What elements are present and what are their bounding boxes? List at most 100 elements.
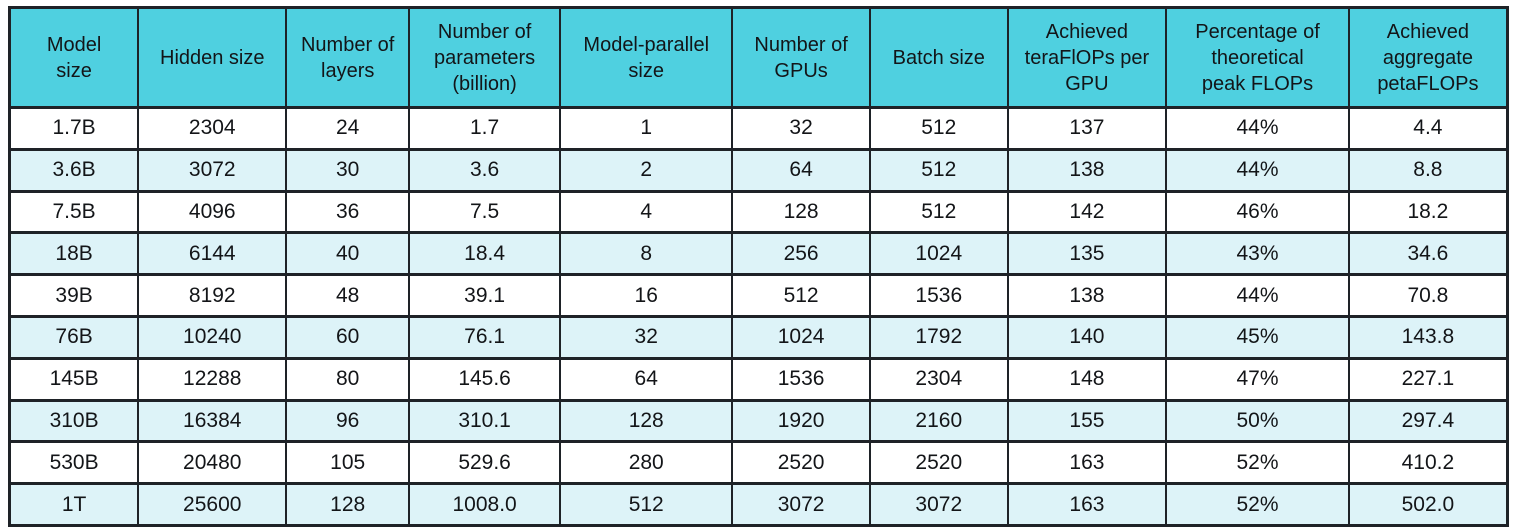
cell-batch-size: 2520 — [868, 440, 1009, 486]
column-header-model-parallel-size: Model-parallel size — [559, 6, 734, 109]
header-row: Model size Hidden size Number of layers Num… — [8, 6, 1509, 109]
cell-model-size: 1T — [8, 482, 140, 527]
cell-achieved-aggregate-petaflops: 34.6 — [1347, 231, 1509, 277]
cell-model-size: 145B — [8, 356, 140, 402]
cell-achieved-teraflops-per-gpu: 163 — [1006, 440, 1168, 486]
cell-achieved-teraflops-per-gpu: 163 — [1006, 482, 1168, 527]
column-header-pct-theoretical-peak-flops: Percentage of theoretical peak FLOPs — [1165, 6, 1350, 109]
table-row: 18B 6144 40 18.4 8 256 1024 135 43% 34.6 — [8, 231, 1509, 277]
table-header: Model size Hidden size Number of layers Num… — [8, 6, 1509, 109]
cell-num-gpus: 128 — [731, 189, 871, 235]
cell-pct-theoretical-peak-flops: 44% — [1165, 147, 1350, 193]
cell-num-gpus: 2520 — [731, 440, 871, 486]
cell-num-gpus: 1920 — [731, 398, 871, 444]
cell-hidden-size: 6144 — [137, 231, 288, 277]
cell-num-layers: 80 — [285, 356, 411, 402]
table-row: 39B 8192 48 39.1 16 512 1536 138 44% 70.8 — [8, 273, 1509, 318]
cell-num-layers: 105 — [285, 440, 411, 486]
cell-achieved-teraflops-per-gpu: 148 — [1006, 356, 1168, 402]
cell-model-parallel-size: 4 — [559, 189, 734, 235]
cell-model-parallel-size: 2 — [559, 147, 734, 193]
cell-num-gpus: 512 — [731, 273, 871, 318]
table-row: 310B 16384 96 310.1 128 1920 2160 155 50% 297.4 — [8, 398, 1509, 444]
cell-pct-theoretical-peak-flops: 43% — [1165, 231, 1350, 277]
cell-model-parallel-size: 64 — [559, 356, 734, 402]
cell-model-size: 310B — [8, 398, 140, 444]
cell-model-parallel-size: 128 — [559, 398, 734, 444]
cell-num-parameters-billion: 7.5 — [408, 189, 562, 235]
cell-batch-size: 512 — [868, 106, 1009, 151]
cell-num-parameters-billion: 310.1 — [408, 398, 562, 444]
cell-num-parameters-billion: 3.6 — [408, 147, 562, 193]
table-row: 530B 20480 105 529.6 280 2520 2520 163 52% 410.2 — [8, 440, 1509, 486]
cell-model-parallel-size: 280 — [559, 440, 734, 486]
cell-achieved-teraflops-per-gpu: 138 — [1006, 273, 1168, 318]
cell-num-parameters-billion: 76.1 — [408, 314, 562, 360]
cell-achieved-aggregate-petaflops: 297.4 — [1347, 398, 1509, 444]
cell-num-parameters-billion: 18.4 — [408, 231, 562, 277]
cell-hidden-size: 12288 — [137, 356, 288, 402]
cell-num-gpus: 1024 — [731, 314, 871, 360]
cell-achieved-aggregate-petaflops: 143.8 — [1347, 314, 1509, 360]
cell-num-layers: 30 — [285, 147, 411, 193]
column-header-achieved-teraflops-per-gpu: Achieved teraFlOPs per GPU — [1006, 6, 1168, 109]
column-header-num-layers: Number of layers — [285, 6, 411, 109]
cell-hidden-size: 25600 — [137, 482, 288, 527]
cell-model-parallel-size: 16 — [559, 273, 734, 318]
cell-pct-theoretical-peak-flops: 45% — [1165, 314, 1350, 360]
cell-num-gpus: 64 — [731, 147, 871, 193]
cell-hidden-size: 8192 — [137, 273, 288, 318]
table-body: 1.7B 2304 24 1.7 1 32 512 137 44% 4.4 3.6B 3072 30 3.… — [8, 106, 1509, 527]
cell-num-parameters-billion: 145.6 — [408, 356, 562, 402]
cell-pct-theoretical-peak-flops: 44% — [1165, 106, 1350, 151]
cell-hidden-size: 20480 — [137, 440, 288, 486]
cell-model-size: 18B — [8, 231, 140, 277]
cell-num-layers: 36 — [285, 189, 411, 235]
cell-model-size: 3.6B — [8, 147, 140, 193]
cell-achieved-aggregate-petaflops: 4.4 — [1347, 106, 1509, 151]
table-row: 76B 10240 60 76.1 32 1024 1792 140 45% 143.8 — [8, 314, 1509, 360]
cell-num-gpus: 32 — [731, 106, 871, 151]
cell-achieved-aggregate-petaflops: 70.8 — [1347, 273, 1509, 318]
cell-num-layers: 48 — [285, 273, 411, 318]
cell-achieved-aggregate-petaflops: 502.0 — [1347, 482, 1509, 527]
cell-model-size: 39B — [8, 273, 140, 318]
cell-num-gpus: 1536 — [731, 356, 871, 402]
cell-model-size: 7.5B — [8, 189, 140, 235]
cell-num-gpus: 256 — [731, 231, 871, 277]
cell-achieved-teraflops-per-gpu: 137 — [1006, 106, 1168, 151]
cell-hidden-size: 10240 — [137, 314, 288, 360]
cell-num-layers: 40 — [285, 231, 411, 277]
cell-num-layers: 96 — [285, 398, 411, 444]
cell-pct-theoretical-peak-flops: 47% — [1165, 356, 1350, 402]
cell-num-parameters-billion: 39.1 — [408, 273, 562, 318]
cell-num-layers: 128 — [285, 482, 411, 527]
column-header-num-gpus: Number of GPUs — [731, 6, 871, 109]
cell-hidden-size: 3072 — [137, 147, 288, 193]
cell-achieved-teraflops-per-gpu: 135 — [1006, 231, 1168, 277]
cell-pct-theoretical-peak-flops: 44% — [1165, 273, 1350, 318]
cell-num-layers: 24 — [285, 106, 411, 151]
cell-model-parallel-size: 8 — [559, 231, 734, 277]
cell-num-layers: 60 — [285, 314, 411, 360]
cell-batch-size: 512 — [868, 189, 1009, 235]
cell-model-size: 1.7B — [8, 106, 140, 151]
cell-batch-size: 1024 — [868, 231, 1009, 277]
cell-batch-size: 512 — [868, 147, 1009, 193]
cell-pct-theoretical-peak-flops: 52% — [1165, 440, 1350, 486]
cell-model-parallel-size: 1 — [559, 106, 734, 151]
cell-achieved-aggregate-petaflops: 227.1 — [1347, 356, 1509, 402]
cell-pct-theoretical-peak-flops: 50% — [1165, 398, 1350, 444]
column-header-model-size: Model size — [8, 6, 140, 109]
cell-batch-size: 3072 — [868, 482, 1009, 527]
model-scaling-results-table: Model size Hidden size Number of layers Num… — [8, 6, 1509, 527]
cell-num-parameters-billion: 1008.0 — [408, 482, 562, 527]
table-row: 7.5B 4096 36 7.5 4 128 512 142 46% 18.2 — [8, 189, 1509, 235]
cell-batch-size: 1792 — [868, 314, 1009, 360]
cell-batch-size: 1536 — [868, 273, 1009, 318]
cell-batch-size: 2160 — [868, 398, 1009, 444]
cell-num-gpus: 3072 — [731, 482, 871, 527]
cell-achieved-teraflops-per-gpu: 155 — [1006, 398, 1168, 444]
table-row: 1T 25600 128 1008.0 512 3072 3072 163 52% 502.0 — [8, 482, 1509, 527]
cell-hidden-size: 4096 — [137, 189, 288, 235]
